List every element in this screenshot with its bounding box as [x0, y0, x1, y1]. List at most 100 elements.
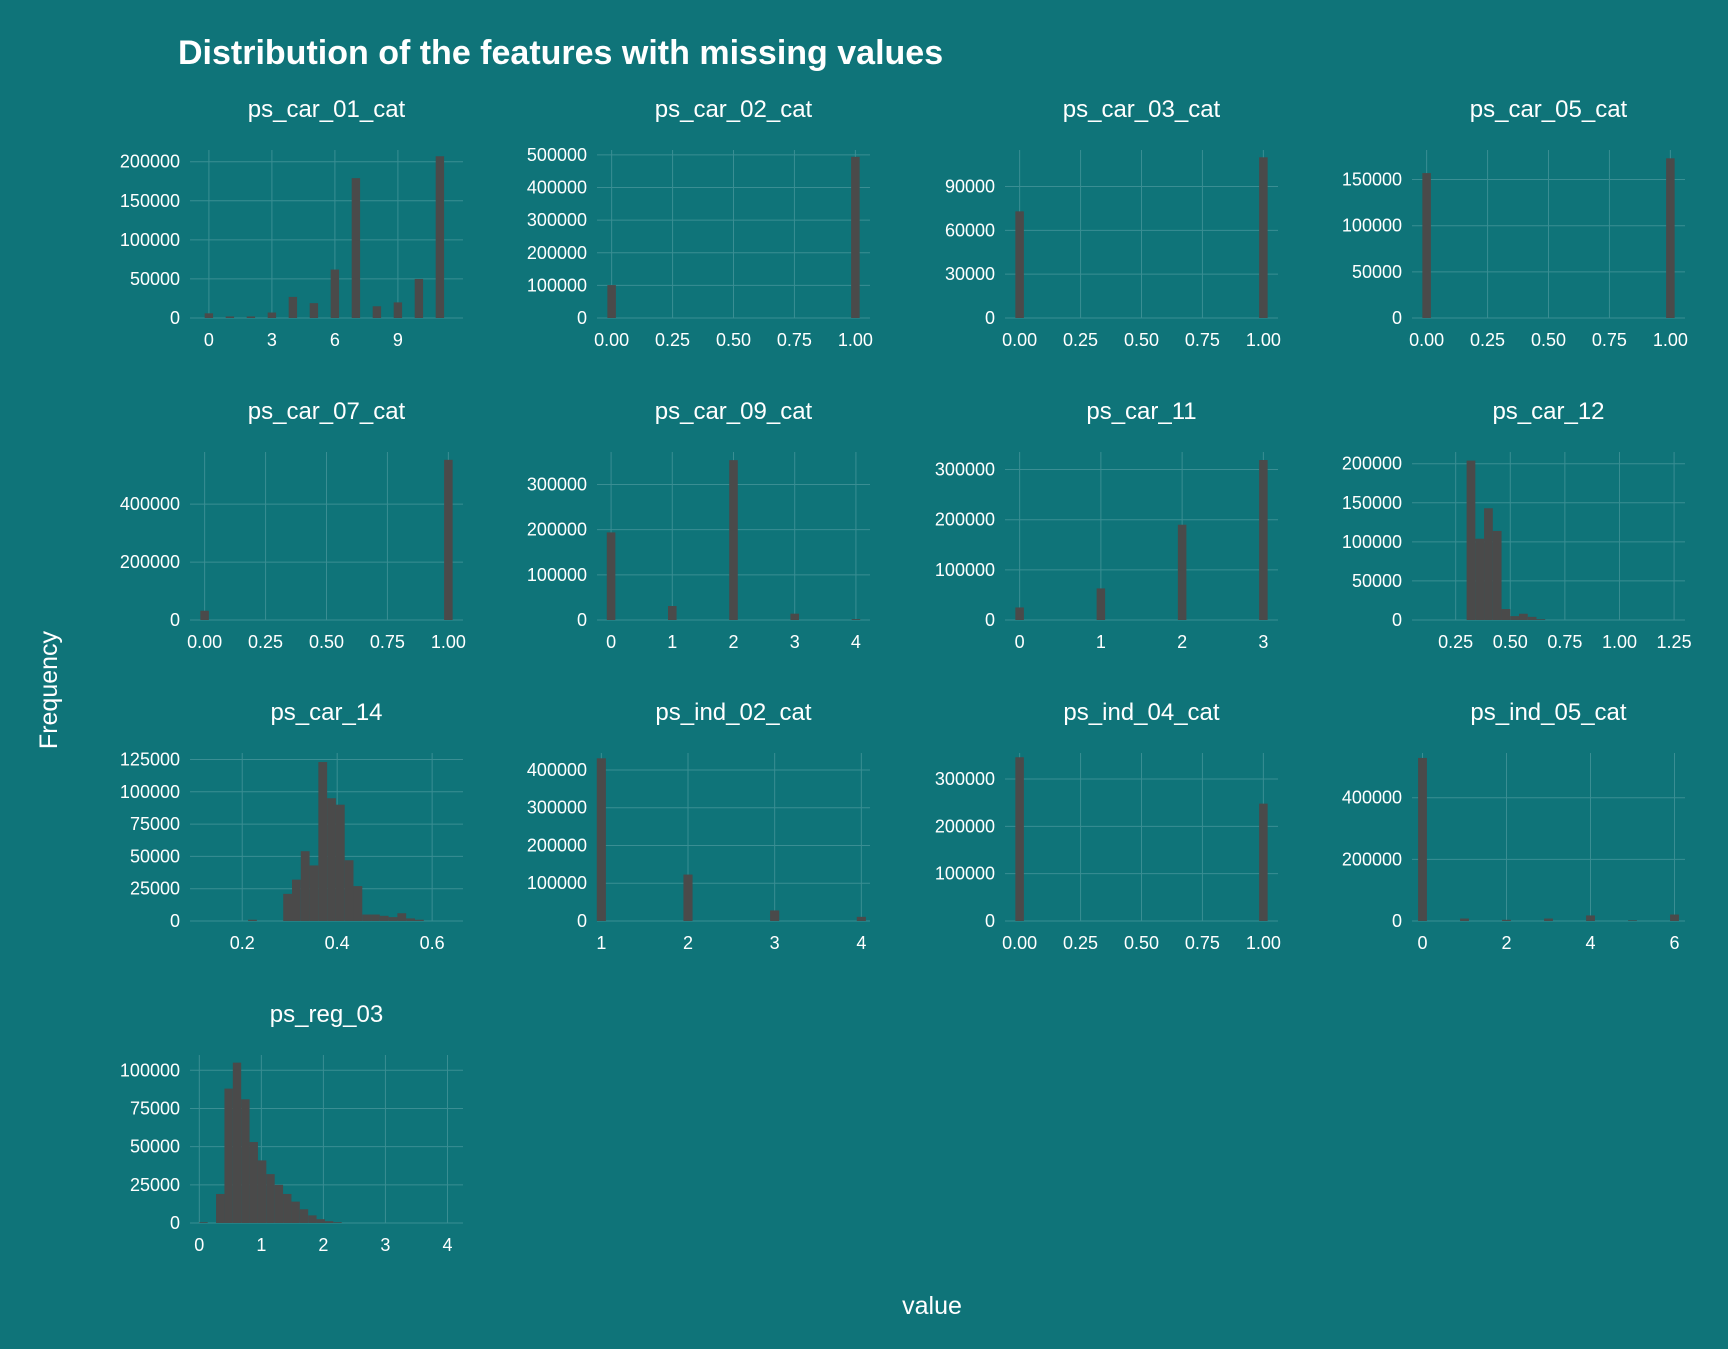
y-tick-label: 50000	[1352, 571, 1402, 591]
x-tick-label: 0.50	[716, 330, 751, 350]
y-tick-label: 0	[170, 1213, 180, 1233]
y-tick-label: 100000	[120, 1060, 180, 1080]
histogram-bar	[607, 285, 616, 318]
x-tick-label: 4	[442, 1235, 452, 1255]
x-tick-label: 0.4	[325, 933, 350, 953]
y-tick-label: 200000	[120, 152, 180, 172]
histogram-bar	[333, 1222, 342, 1223]
histogram-bar	[246, 316, 256, 318]
histogram-bar	[393, 302, 403, 318]
x-tick-label: 0.75	[777, 330, 812, 350]
histogram-bar	[770, 910, 780, 921]
panel-ps_car_01_cat: ps_car_01_cat 0 50000 100000 150000 200000 0 3 6…	[120, 96, 463, 350]
y-tick-label: 0	[985, 911, 995, 931]
x-tick-label: 1.00	[1246, 330, 1281, 350]
panel-title: ps_ind_04_cat	[1063, 699, 1219, 726]
y-tick-label: 0	[577, 308, 587, 328]
histogram-bar	[668, 606, 677, 620]
histogram-bar	[353, 886, 363, 921]
histogram-bar	[249, 1142, 258, 1223]
y-tick-label: 0	[577, 911, 587, 931]
panel-title: ps_car_03_cat	[1063, 96, 1221, 123]
x-axis-label: value	[902, 1292, 962, 1320]
panel-title: ps_reg_03	[270, 1001, 383, 1028]
y-tick-label: 300000	[527, 210, 587, 230]
y-tick-label: 0	[577, 610, 587, 630]
panel-title: ps_car_07_cat	[248, 398, 406, 425]
y-tick-label: 400000	[527, 178, 587, 198]
x-tick-label: 9	[393, 330, 403, 350]
panel-ps_car_02_cat: ps_car_02_cat 0 100000 200000 300000 400000 50…	[527, 96, 873, 350]
panel-title: ps_ind_02_cat	[655, 699, 811, 726]
histogram-bar	[274, 1184, 284, 1223]
histogram-bar	[199, 1222, 208, 1223]
x-tick-label: 0.00	[187, 632, 222, 652]
y-tick-label: 400000	[1342, 788, 1402, 808]
x-tick-label: 0.25	[1438, 632, 1473, 652]
histogram-bar	[324, 1221, 334, 1223]
panel-ps_car_11: ps_car_11 0 100000 200000 300000 0 1 2 3	[935, 398, 1278, 652]
histogram-bar	[309, 303, 319, 318]
y-tick-label: 50000	[130, 269, 180, 289]
histogram-bar	[606, 532, 616, 620]
x-tick-label: 1	[256, 1235, 266, 1255]
panel-title: ps_car_12	[1492, 398, 1604, 425]
x-tick-label: 3	[790, 632, 800, 652]
y-tick-label: 300000	[527, 798, 587, 818]
panel-ps_ind_05_cat: ps_ind_05_cat 0 200000 400000 0 2 4 6	[1342, 699, 1685, 953]
y-tick-label: 25000	[130, 1175, 180, 1195]
histogram-bar	[851, 156, 860, 318]
panel-title: ps_car_09_cat	[655, 398, 813, 425]
panel-title: ps_car_11	[1086, 398, 1196, 425]
histogram-bar	[414, 278, 424, 318]
y-tick-label: 25000	[130, 879, 180, 899]
histogram-bar	[1502, 919, 1511, 921]
histogram-bar	[683, 874, 693, 921]
y-tick-label: 30000	[945, 264, 995, 284]
panel-ps_car_09_cat: ps_car_09_cat 0 100000 200000 300000 0 1 2 3 4	[527, 398, 870, 652]
panel-title: ps_car_14	[270, 699, 382, 726]
x-tick-label: 4	[851, 632, 861, 652]
x-tick-label: 0	[1417, 933, 1427, 953]
histogram-bar	[266, 1174, 275, 1223]
x-tick-label: 0.25	[248, 632, 283, 652]
histogram-bar	[1492, 530, 1502, 620]
y-tick-label: 60000	[945, 220, 995, 240]
histogram-bar	[327, 798, 336, 921]
histogram-bar	[414, 919, 424, 921]
panel-ps_car_05_cat: ps_car_05_cat 0 50000 100000 150000 0.00 0.25 0…	[1342, 96, 1688, 350]
histogram-bar	[300, 851, 310, 921]
x-tick-label: 0.00	[1002, 933, 1037, 953]
histogram-bar	[335, 804, 345, 921]
panel-title: ps_car_05_cat	[1470, 96, 1628, 123]
histogram-bar	[1475, 538, 1485, 620]
histogram-bar	[1519, 613, 1528, 620]
histogram-bar	[1015, 757, 1024, 921]
histogram-bar	[790, 613, 799, 620]
y-tick-label: 0	[170, 911, 180, 931]
histogram-bar	[267, 312, 277, 318]
y-tick-label: 100000	[120, 782, 180, 802]
x-tick-label: 1.25	[1657, 632, 1692, 652]
y-tick-label: 75000	[130, 814, 180, 834]
y-tick-label: 200000	[1342, 454, 1402, 474]
histogram-bar	[216, 1193, 225, 1223]
y-tick-label: 75000	[130, 1098, 180, 1118]
histogram-bar	[330, 269, 340, 318]
histogram-bar	[232, 1062, 242, 1223]
y-tick-label: 90000	[945, 177, 995, 197]
histogram-bar	[1670, 914, 1679, 921]
y-tick-label: 0	[170, 610, 180, 630]
histogram-bar	[318, 762, 328, 921]
histogram-bar	[435, 156, 445, 318]
histogram-bar	[316, 1219, 325, 1223]
x-tick-label: 0.75	[1185, 933, 1220, 953]
histogram-bar	[200, 610, 209, 620]
y-tick-label: 200000	[527, 835, 587, 855]
histogram-bar	[729, 460, 738, 620]
histogram-bar	[248, 919, 257, 921]
x-tick-label: 6	[330, 330, 340, 350]
y-tick-label: 0	[1392, 610, 1402, 630]
x-tick-label: 0.75	[1547, 632, 1582, 652]
